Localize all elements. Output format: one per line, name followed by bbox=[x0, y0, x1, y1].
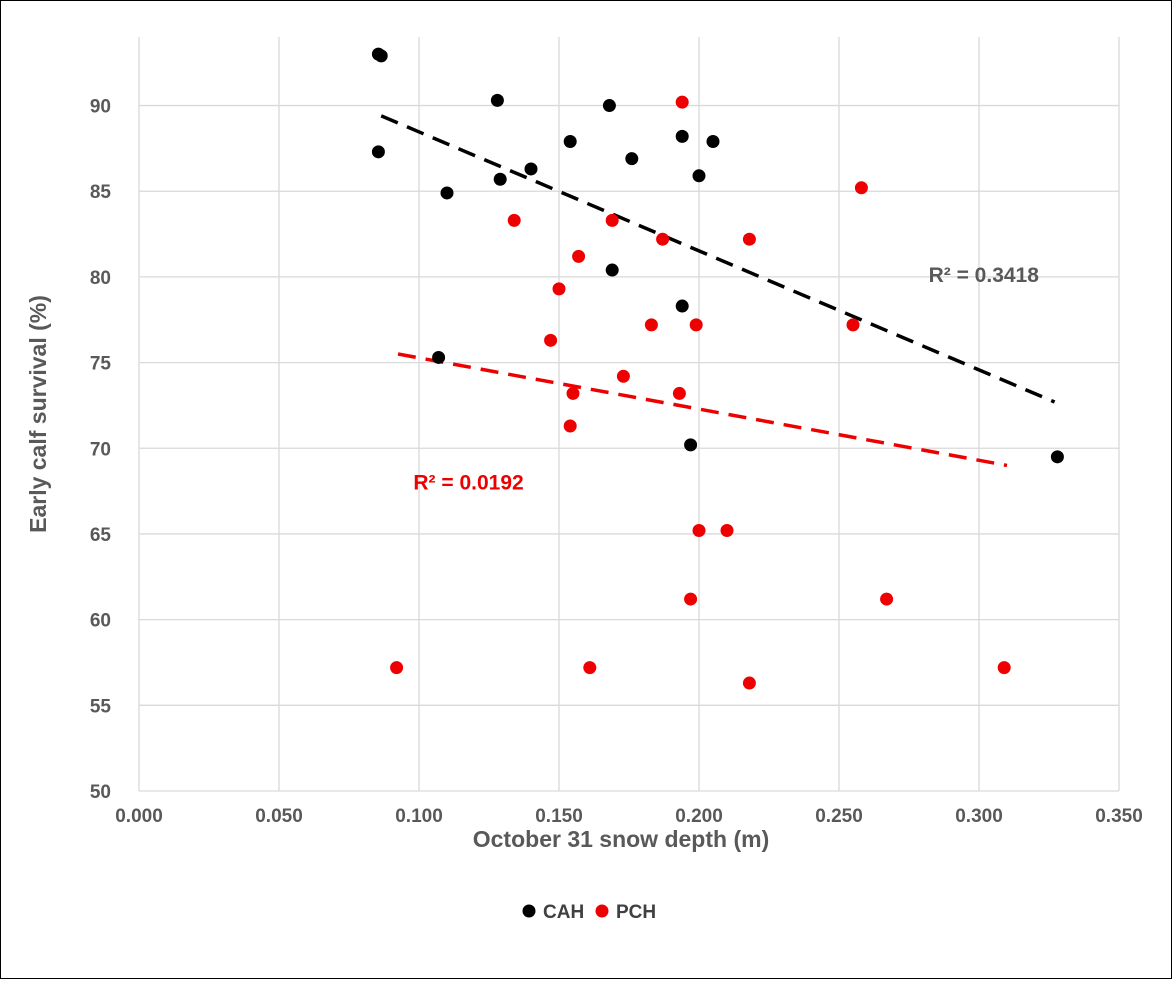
pch-point bbox=[544, 333, 558, 347]
cah-point bbox=[602, 99, 616, 113]
pch-point bbox=[583, 661, 597, 675]
y-tick-label: 75 bbox=[90, 354, 112, 375]
y-tick-label: 65 bbox=[90, 525, 112, 546]
pch-legend-marker bbox=[595, 904, 609, 918]
pch-trendline bbox=[397, 352, 1008, 468]
x-tick-label: 0.000 bbox=[115, 806, 163, 827]
pch-point bbox=[605, 213, 619, 227]
x-tick-label: 0.250 bbox=[815, 806, 863, 827]
cah-point bbox=[692, 169, 706, 183]
x-tick-label: 0.200 bbox=[675, 806, 723, 827]
tick-labels: 0.000 0.050 0.100 0.150 0.200 0.250 0.300 0.350… bbox=[90, 97, 1143, 827]
pch-point bbox=[689, 318, 703, 332]
cah-point bbox=[371, 145, 385, 159]
cah-point bbox=[675, 299, 689, 313]
cah-point bbox=[706, 135, 720, 149]
cah-legend-label: CAH bbox=[543, 902, 584, 923]
y-tick-label: 85 bbox=[90, 182, 112, 203]
pch-point bbox=[684, 592, 698, 606]
pch-point bbox=[997, 661, 1011, 675]
x-tick-label: 0.150 bbox=[535, 806, 583, 827]
x-axis-title: October 31 snow depth (m) bbox=[473, 826, 769, 852]
pch-point bbox=[563, 419, 577, 433]
pch-point bbox=[616, 369, 630, 383]
pch-point bbox=[390, 661, 404, 675]
pch-point bbox=[656, 232, 670, 246]
x-tick-label: 0.100 bbox=[395, 806, 443, 827]
y-tick-label: 60 bbox=[90, 611, 111, 632]
cah-point bbox=[625, 152, 639, 166]
pch-point bbox=[846, 318, 860, 332]
grid-lines bbox=[138, 37, 1120, 792]
cah-point bbox=[524, 162, 538, 176]
y-axis-title: Early calf survival (%) bbox=[25, 295, 51, 533]
cah-point bbox=[675, 129, 689, 143]
cah-point bbox=[563, 135, 577, 149]
trendlines bbox=[380, 114, 1056, 468]
pch-legend-label: PCH bbox=[616, 902, 656, 923]
pch-point bbox=[742, 232, 756, 246]
y-tick-label: 80 bbox=[90, 268, 111, 289]
cah-legend-marker bbox=[522, 904, 536, 918]
data-points bbox=[371, 47, 1064, 690]
cah-point bbox=[374, 49, 388, 63]
cah-point bbox=[440, 186, 454, 200]
cah-point bbox=[684, 438, 698, 452]
y-tick-label: 55 bbox=[90, 696, 112, 717]
cah-point bbox=[490, 93, 504, 107]
r2-labels: R² = 0.3418 R² = 0.0192 bbox=[413, 264, 1039, 494]
x-tick-label: 0.350 bbox=[1095, 806, 1143, 827]
legend: CAH PCH bbox=[522, 902, 656, 923]
pch-point bbox=[507, 213, 521, 227]
cah-r2-label: R² = 0.3418 bbox=[929, 264, 1040, 287]
y-tick-label: 50 bbox=[90, 782, 111, 803]
cah-point bbox=[1050, 450, 1064, 464]
pch-point bbox=[880, 592, 894, 606]
cah-point bbox=[493, 172, 507, 186]
x-tick-label: 0.300 bbox=[955, 806, 1003, 827]
pch-point bbox=[552, 282, 566, 296]
pch-r2-label: R² = 0.0192 bbox=[413, 471, 523, 494]
pch-point bbox=[675, 95, 689, 109]
pch-point bbox=[566, 386, 580, 400]
cah-trendline bbox=[380, 114, 1056, 404]
pch-point bbox=[742, 676, 756, 690]
pch-point bbox=[720, 524, 734, 538]
x-tick-label: 0.050 bbox=[255, 806, 303, 827]
cah-point bbox=[605, 263, 619, 277]
y-tick-label: 70 bbox=[90, 439, 111, 460]
cah-point bbox=[432, 350, 446, 364]
pch-point bbox=[854, 181, 868, 195]
y-tick-label: 90 bbox=[90, 97, 111, 118]
pch-point bbox=[644, 318, 658, 332]
pch-point bbox=[672, 386, 686, 400]
pch-point bbox=[572, 249, 586, 263]
pch-point bbox=[692, 524, 706, 538]
